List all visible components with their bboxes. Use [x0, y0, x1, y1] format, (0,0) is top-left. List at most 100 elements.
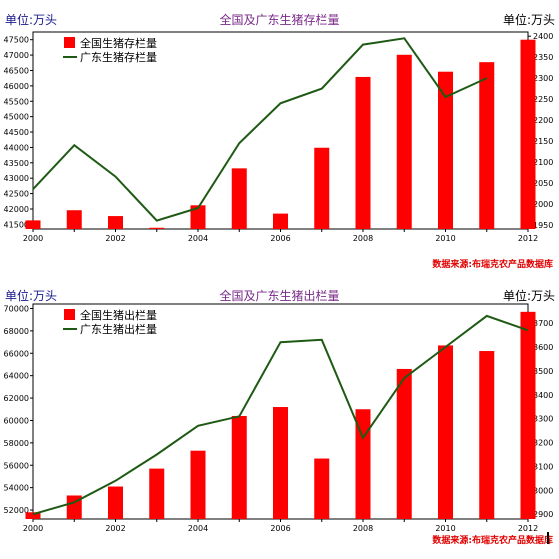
- bar: [314, 147, 330, 229]
- source-note: 数据来源:布瑞克农产品数据库: [432, 260, 553, 270]
- legend-swatch-bar: [64, 309, 75, 320]
- y-left-tick-label: 68000: [4, 327, 29, 336]
- y-right-tick-label: 3000: [533, 486, 553, 495]
- legend-label: 全国生猪存栏量: [80, 36, 157, 50]
- x-tick-label: 2004: [188, 234, 208, 243]
- x-tick-label: 2000: [23, 524, 43, 533]
- y-right-tick-label: 3600: [533, 343, 553, 352]
- y-right-tick-label: 2400: [533, 32, 553, 41]
- y-right-tick-label: 2100: [533, 158, 553, 167]
- bar: [438, 71, 453, 229]
- y-left-tick-label: 58000: [4, 439, 29, 448]
- y-left-tick-label: 45500: [4, 97, 29, 106]
- bar: [66, 210, 82, 229]
- y-right-tick-label: 3500: [533, 367, 553, 376]
- text-cursor-mark: [547, 532, 549, 544]
- x-tick-label: 2008: [353, 524, 373, 533]
- bar: [479, 351, 495, 519]
- y-right-tick-label: 1950: [533, 221, 553, 230]
- series-line: [32, 37, 488, 222]
- chart-svg: 41500 42000 42500 43000 43500 44000 44500 45000…: [4, 31, 553, 243]
- y-right-tick-label: 2050: [533, 179, 553, 188]
- bar: [314, 458, 330, 519]
- bar: [520, 311, 536, 519]
- left-unit-label: 单位:万头: [5, 13, 58, 27]
- x-tick-label: 2012: [518, 234, 538, 243]
- y-left-tick-label: 46500: [4, 66, 29, 75]
- bar: [396, 368, 412, 519]
- legend-label: 广东生猪存栏量: [80, 50, 157, 64]
- bar: [438, 345, 453, 519]
- legend-swatch-bar: [64, 37, 75, 48]
- y-left-tick-label: 52000: [4, 506, 29, 515]
- bar: [273, 407, 288, 519]
- chart-panel-slaughter: 单位:万头 全国及广东生猪出栏量 单位:万头 52000 54000 56000 58…: [0, 276, 559, 555]
- chart-title: 全国及广东生猪出栏量: [219, 289, 340, 303]
- bar: [520, 39, 536, 229]
- bar: [149, 227, 165, 229]
- y-left-tick-label: 45000: [4, 113, 29, 122]
- chart-title: 全国及广东生猪存栏量: [219, 13, 340, 27]
- x-tick-label: 2000: [23, 234, 43, 243]
- y-left-tick-label: 44500: [4, 128, 29, 137]
- y-left-tick-label: 66000: [4, 349, 29, 358]
- y-left-tick-label: 41500: [4, 220, 29, 229]
- bar: [25, 512, 41, 519]
- y-right-tick-label: 2250: [533, 95, 553, 104]
- bar: [190, 450, 206, 519]
- y-left-tick-label: 62000: [4, 394, 29, 403]
- x-tick-label: 2006: [270, 234, 290, 243]
- chart-svg: 52000 54000 56000 58000 60000 62000 64000 66000…: [4, 303, 553, 533]
- y-left-tick-label: 43000: [4, 174, 29, 183]
- x-tick-label: 2010: [435, 524, 455, 533]
- y-right-tick-label: 3400: [533, 391, 553, 400]
- bar: [231, 415, 247, 519]
- y-left-tick-label: 46000: [4, 82, 29, 91]
- x-tick-label: 2010: [435, 234, 455, 243]
- source-note: 数据来源:布瑞克农产品数据库: [432, 536, 553, 546]
- y-right-tick-label: 3100: [533, 462, 553, 471]
- y-right-tick-label: 2150: [533, 137, 553, 146]
- bar: [231, 168, 247, 229]
- x-tick-label: 2002: [105, 524, 125, 533]
- y-right-tick-label: 2900: [533, 510, 553, 519]
- bar: [355, 409, 371, 519]
- bar: [25, 220, 41, 229]
- bar: [273, 213, 288, 229]
- x-tick-label: 2008: [353, 234, 373, 243]
- series-line: [32, 314, 529, 516]
- x-tick-label: 2006: [270, 524, 290, 533]
- bar: [479, 62, 495, 230]
- y-left-tick-label: 44000: [4, 143, 29, 152]
- y-left-tick-label: 47000: [4, 51, 29, 60]
- bar: [108, 486, 123, 519]
- left-unit-label: 单位:万头: [5, 289, 58, 303]
- x-tick-label: 2012: [518, 524, 538, 533]
- right-unit-label: 单位:万头: [502, 289, 555, 303]
- y-left-tick-label: 70000: [4, 304, 29, 313]
- y-right-tick-label: 3200: [533, 439, 553, 448]
- y-left-tick-label: 47500: [4, 36, 29, 45]
- y-left-tick-label: 56000: [4, 461, 29, 470]
- x-tick-label: 2002: [105, 234, 125, 243]
- bar: [149, 468, 165, 519]
- y-left-tick-label: 42000: [4, 205, 29, 214]
- y-left-tick-label: 60000: [4, 416, 29, 425]
- bar: [355, 76, 371, 229]
- y-left-tick-label: 43500: [4, 159, 29, 168]
- y-right-tick-label: 2000: [533, 200, 553, 209]
- legend-label: 全国生猪出栏量: [80, 308, 157, 322]
- y-right-tick-label: 2300: [533, 74, 553, 83]
- y-right-tick-label: 2350: [533, 53, 553, 62]
- y-left-tick-label: 54000: [4, 484, 29, 493]
- bar: [190, 205, 206, 229]
- bar: [396, 54, 412, 230]
- x-tick-label: 2004: [188, 524, 208, 533]
- right-unit-label: 单位:万头: [502, 13, 555, 27]
- y-left-tick-label: 64000: [4, 372, 29, 381]
- y-right-tick-label: 3700: [533, 319, 553, 328]
- y-right-tick-label: 3300: [533, 415, 553, 424]
- y-right-tick-label: 2200: [533, 116, 553, 125]
- y-left-tick-label: 42500: [4, 190, 29, 199]
- legend-label: 广东生猪出栏量: [80, 322, 157, 336]
